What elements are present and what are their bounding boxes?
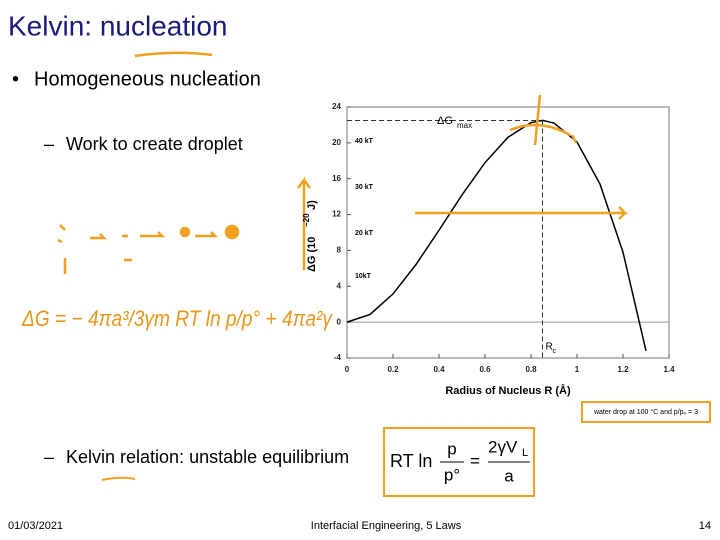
annotation — [134, 51, 213, 58]
y-tick-label: 16 — [332, 174, 341, 183]
bullet-dot: • — [12, 68, 19, 90]
y-axis-label-part: J) — [306, 200, 318, 210]
slide-title: Kelvin: nucleation — [8, 10, 227, 41]
kt-label: 10kT — [355, 273, 372, 280]
equation-box — [383, 427, 535, 497]
y-axis-label-part: −20 — [302, 213, 311, 227]
y-tick-label: 12 — [332, 210, 341, 219]
handwritten-equation: ΔG = − 4πa³/3γm RT ln p/p° + 4πa²γ — [21, 306, 334, 331]
dash: – — [44, 447, 54, 467]
y-tick-label: 4 — [337, 281, 342, 290]
y-tick-label: 8 — [337, 246, 342, 255]
y-tick-label: 20 — [332, 138, 341, 147]
dash: – — [44, 134, 54, 154]
annotation — [415, 94, 629, 220]
equation-part: p° — [444, 465, 460, 484]
x-axis-label: Radius of Nucleus R (Å) — [445, 384, 571, 397]
x-tick-label: 0.6 — [479, 365, 491, 374]
bullet: Homogeneous nucleation — [34, 68, 261, 90]
annotation — [297, 176, 311, 270]
sub-bullet: Kelvin relation: unstable equilibrium — [66, 447, 349, 467]
x-tick-label: 1.2 — [617, 365, 629, 374]
hand-sketch — [57, 224, 240, 274]
footer-page: 14 — [699, 520, 711, 532]
caption: water drop at 100 °C and p/pₒ = 3 — [593, 408, 698, 416]
equation-part: L — [522, 447, 528, 459]
kt-label: 20 kT — [355, 230, 374, 237]
x-tick-label: 0 — [345, 365, 350, 374]
sub-bullet: Work to create droplet — [66, 134, 243, 154]
equation-part: p — [447, 439, 456, 458]
caption-box — [581, 401, 711, 423]
radius-label: R — [546, 342, 553, 353]
plot-frame — [346, 106, 670, 359]
data-line — [346, 119, 647, 351]
x-tick-label: 0.8 — [525, 365, 537, 374]
footer-date: 01/03/2021 — [8, 520, 63, 532]
equation-part: a — [504, 466, 514, 485]
x-tick-label: 1 — [575, 365, 580, 374]
equals: = — [470, 451, 480, 470]
x-tick-label: 0.4 — [433, 365, 445, 374]
y-tick-label: 24 — [332, 102, 341, 111]
annotation — [101, 476, 136, 481]
footer-title: Interfacial Engineering, 5 Laws — [311, 520, 462, 532]
radius-label-sub: c — [553, 348, 557, 355]
peak-label: ΔG — [437, 115, 453, 127]
y-tick-label: 0 — [337, 317, 342, 326]
x-tick-label: 0.2 — [387, 365, 399, 374]
y-tick-label: -4 — [334, 353, 342, 362]
y-axis-label-part: ΔG (10 — [306, 237, 318, 272]
peak-label-sub: max — [457, 121, 472, 130]
equation-part: RT ln — [390, 451, 432, 471]
y-axis-label: ΔG (10 −20 J) — [302, 200, 318, 272]
equation-part: 2γV — [488, 437, 518, 456]
kt-label: 30 kT — [355, 184, 374, 191]
kt-label: 40 kT — [355, 138, 374, 145]
x-tick-label: 1.4 — [663, 365, 675, 374]
